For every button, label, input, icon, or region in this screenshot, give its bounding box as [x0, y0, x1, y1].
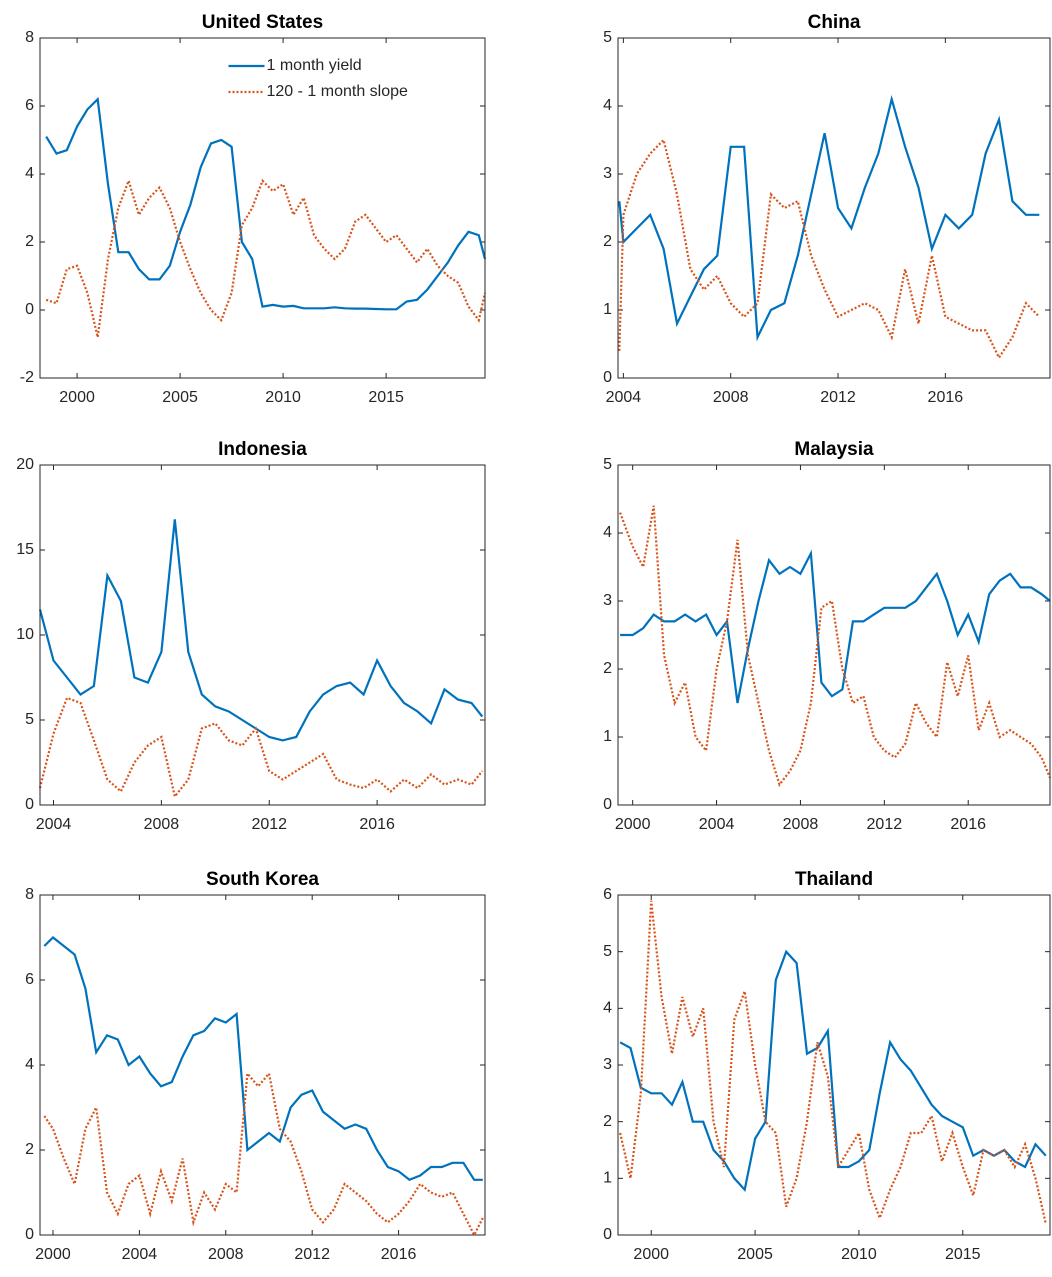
plot-area [40, 38, 485, 378]
chart-title: South Korea [206, 869, 319, 890]
y-tick-label: 6 [603, 886, 612, 903]
chart-title: China [808, 12, 861, 33]
y-tick-label: 4 [603, 97, 612, 114]
legend-label: 120 - 1 month slope [267, 83, 409, 100]
x-tick-label: 2015 [945, 1246, 981, 1263]
x-tick-label: 2010 [265, 389, 301, 406]
series-line [43, 1070, 484, 1238]
y-tick-label: 20 [16, 456, 34, 473]
y-tick-label: 6 [25, 97, 34, 114]
x-tick-label: 2008 [144, 816, 180, 833]
x-tick-label: 2000 [35, 1246, 71, 1263]
plot-area [618, 465, 1050, 805]
y-tick-label: 0 [603, 369, 612, 386]
y-tick-label: 0 [25, 1226, 34, 1243]
series-line [45, 96, 487, 311]
series-line [619, 505, 1052, 787]
y-tick-label: 5 [25, 711, 34, 728]
chart-title: Thailand [795, 869, 873, 890]
y-tick-label: -2 [20, 369, 34, 386]
y-tick-label: 1 [603, 1170, 612, 1187]
x-tick-label: 2000 [615, 816, 651, 833]
y-tick-label: 2 [603, 1113, 612, 1130]
y-tick-label: 2 [603, 233, 612, 250]
chart-title: Malaysia [794, 439, 874, 460]
y-tick-label: 2 [25, 1141, 34, 1158]
x-tick-label: 2008 [783, 816, 819, 833]
y-tick-label: 3 [603, 1056, 612, 1073]
y-tick-label: 4 [25, 165, 34, 182]
y-tick-label: 15 [16, 541, 34, 558]
series-line [619, 900, 1047, 1224]
y-tick-label: 6 [25, 971, 34, 988]
x-tick-label: 2005 [162, 389, 198, 406]
y-tick-label: 5 [603, 29, 612, 46]
x-tick-label: 2015 [368, 389, 404, 406]
plot-area [618, 38, 1050, 378]
series-line [619, 949, 1047, 1193]
plot-area [618, 895, 1050, 1235]
y-tick-label: 1 [603, 728, 612, 745]
series-line [620, 549, 1051, 704]
x-tick-label: 2010 [841, 1246, 877, 1263]
x-tick-label: 2016 [359, 816, 395, 833]
series-line [38, 519, 484, 742]
axes-box [39, 464, 486, 806]
y-tick-label: 0 [603, 1226, 612, 1243]
series-line [618, 94, 1040, 342]
y-tick-label: 10 [16, 626, 34, 643]
x-tick-label: 2016 [381, 1246, 417, 1263]
y-tick-label: 4 [603, 1000, 612, 1017]
x-tick-label: 2004 [122, 1246, 158, 1263]
x-tick-label: 2012 [251, 816, 287, 833]
legend-label: 1 month yield [267, 57, 362, 74]
axes-box [617, 37, 1051, 379]
x-tick-label: 2012 [294, 1246, 330, 1263]
x-tick-label: 2012 [867, 816, 903, 833]
axes-box [617, 894, 1051, 1236]
y-tick-label: 8 [25, 29, 34, 46]
chart-title: United States [202, 12, 323, 33]
y-tick-label: 3 [603, 592, 612, 609]
y-tick-label: 0 [603, 796, 612, 813]
x-tick-label: 2005 [737, 1246, 773, 1263]
x-tick-label: 2016 [950, 816, 986, 833]
x-tick-label: 2012 [820, 389, 856, 406]
x-tick-label: 2008 [713, 389, 749, 406]
y-tick-label: 5 [603, 943, 612, 960]
y-tick-label: 0 [25, 301, 34, 318]
plot-area [40, 465, 485, 805]
y-tick-label: 5 [603, 456, 612, 473]
x-tick-label: 2008 [208, 1246, 244, 1263]
series-line [43, 936, 483, 1182]
y-tick-label: 0 [25, 796, 34, 813]
y-tick-label: 4 [25, 1056, 34, 1073]
y-tick-label: 1 [603, 301, 612, 318]
x-tick-label: 2000 [59, 389, 95, 406]
y-tick-label: 8 [25, 886, 34, 903]
axes-box [39, 894, 486, 1236]
y-tick-label: 2 [603, 660, 612, 677]
x-tick-label: 2016 [928, 389, 964, 406]
x-tick-label: 2004 [36, 816, 72, 833]
axes-box [617, 464, 1051, 806]
x-tick-label: 2000 [633, 1246, 669, 1263]
y-tick-label: 4 [603, 524, 612, 541]
x-tick-label: 2004 [606, 389, 642, 406]
x-tick-label: 2004 [699, 816, 735, 833]
axes-box [39, 37, 486, 379]
chart-title: Indonesia [218, 439, 307, 460]
y-tick-label: 2 [25, 233, 34, 250]
y-tick-label: 3 [603, 165, 612, 182]
